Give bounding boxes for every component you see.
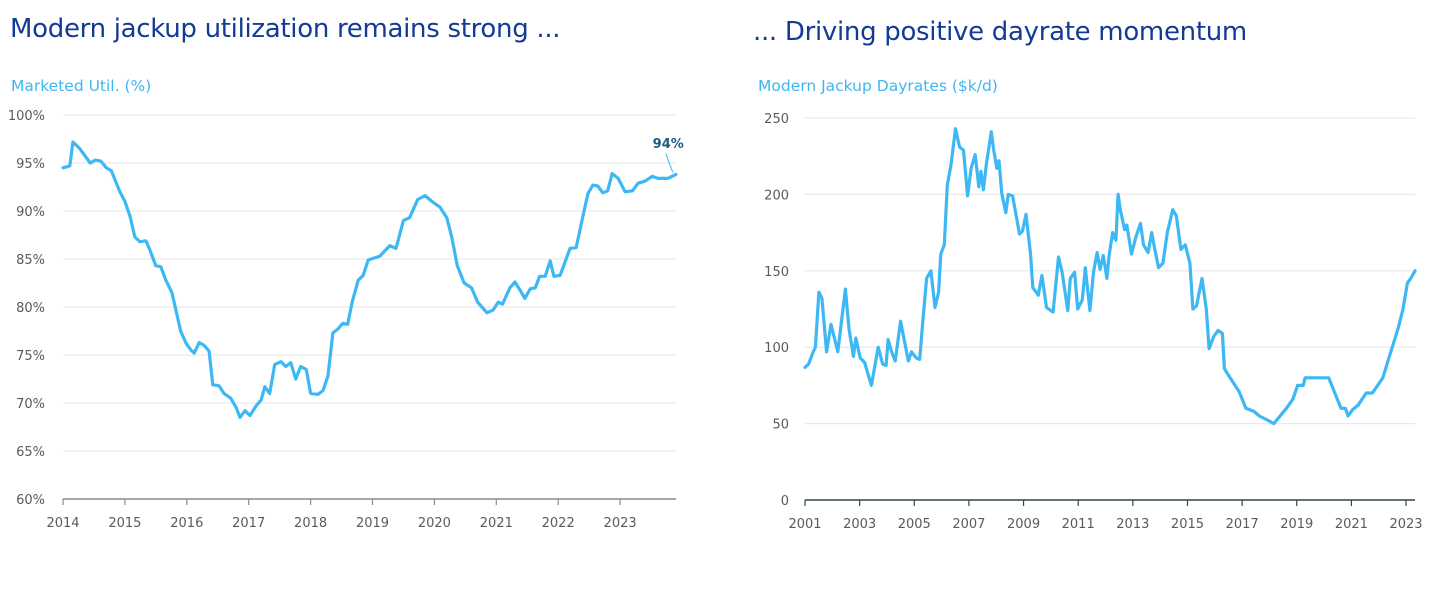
right-y-tick-label: 250	[764, 112, 789, 127]
left-annotation-label: 94%	[653, 137, 684, 152]
right-chart-y-axis-label: Modern Jackup Dayrates ($k/d)	[758, 77, 998, 95]
right-x-tick-label: 2003	[843, 517, 876, 532]
right-chart: 0 50 100 150 200 250 2001 2003 2005 2007 2009 2011 2…	[764, 112, 1422, 532]
left-x-tick-label: 2014	[46, 516, 79, 531]
right-x-tick-label: 2017	[1226, 517, 1259, 532]
left-x-tick-label: 2022	[542, 516, 575, 531]
right-x-tick-label: 2007	[952, 517, 985, 532]
right-y-tick-label: 200	[764, 188, 789, 203]
left-x-tick-label: 2019	[356, 516, 389, 531]
left-y-tick-label: 90%	[16, 205, 45, 220]
right-x-tick-label: 2013	[1116, 517, 1149, 532]
right-x-tick-label: 2009	[1007, 517, 1040, 532]
right-x-tick-label: 2023	[1389, 517, 1422, 532]
left-chart-title: Modern jackup utilization remains strong…	[10, 14, 561, 44]
right-x-tick-label: 2019	[1280, 517, 1313, 532]
left-x-tick-label: 2017	[232, 516, 265, 531]
left-y-tick-label: 60%	[16, 493, 45, 508]
left-y-tick-label: 100%	[8, 109, 45, 124]
left-y-tick-label: 95%	[16, 157, 45, 172]
left-x-tick-label: 2016	[170, 516, 203, 531]
left-x-tick-label: 2015	[108, 516, 141, 531]
right-y-tick-label: 0	[781, 494, 789, 509]
left-x-tick-label: 2018	[294, 516, 327, 531]
right-y-tick-label: 100	[764, 341, 789, 356]
right-series-line	[803, 127, 1417, 426]
left-annotation-leader	[665, 153, 674, 173]
right-x-tick-label: 2021	[1335, 517, 1368, 532]
right-x-tick-label: 2001	[788, 517, 821, 532]
left-y-tick-label: 65%	[16, 445, 45, 460]
left-series-line	[61, 140, 678, 419]
left-x-tick-label: 2023	[604, 516, 637, 531]
left-chart: 60% 65% 70% 75% 80% 85% 90% 95% 100% 2014 2015 2016…	[8, 109, 684, 531]
left-y-tick-label: 85%	[16, 253, 45, 268]
left-x-tick-label: 2020	[418, 516, 451, 531]
right-x-tick-label: 2011	[1062, 517, 1095, 532]
right-y-tick-label: 50	[772, 418, 789, 433]
left-y-tick-label: 70%	[16, 397, 45, 412]
left-y-tick-label: 75%	[16, 349, 45, 364]
right-x-tick-label: 2015	[1171, 517, 1204, 532]
right-chart-title: ... Driving positive dayrate momentum	[753, 17, 1247, 47]
left-y-tick-label: 80%	[16, 301, 45, 316]
right-y-tick-label: 150	[764, 265, 789, 280]
left-x-tick-label: 2021	[480, 516, 513, 531]
left-chart-y-axis-label: Marketed Util. (%)	[11, 77, 152, 95]
right-x-tick-label: 2005	[898, 517, 931, 532]
